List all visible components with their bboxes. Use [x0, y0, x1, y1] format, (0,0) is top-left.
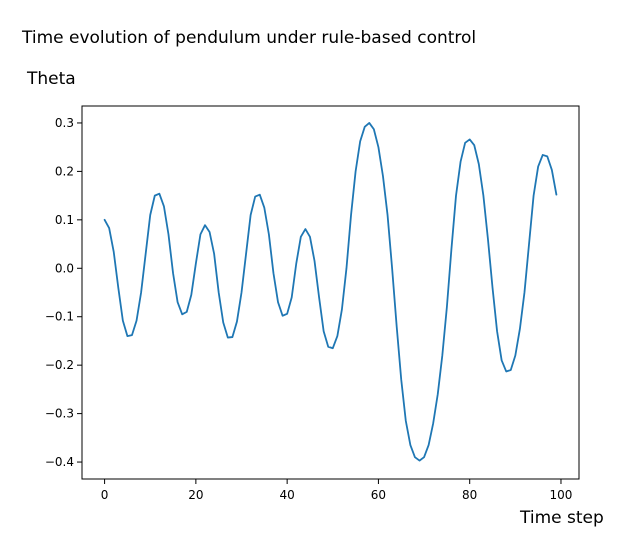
- x-tick-label: 40: [280, 488, 295, 502]
- x-tick-label: 0: [101, 488, 109, 502]
- x-axis-label: Time step: [520, 508, 604, 528]
- chart-title: Time evolution of pendulum under rule-ba…: [22, 28, 477, 48]
- y-tick-label: −0.3: [45, 407, 74, 421]
- y-tick-label: 0.0: [55, 261, 74, 275]
- y-tick-label: −0.1: [45, 310, 74, 324]
- x-tick-label: 20: [188, 488, 203, 502]
- y-tick-label: −0.4: [45, 455, 74, 469]
- y-tick-label: −0.2: [45, 358, 74, 372]
- x-tick-label: 80: [462, 488, 477, 502]
- y-tick-label: 0.3: [55, 116, 74, 130]
- y-tick-label: 0.2: [55, 164, 74, 178]
- y-tick-label: 0.1: [55, 213, 74, 227]
- x-tick-label: 60: [371, 488, 386, 502]
- axis-ticks: 0 20 40 60 80 100 0.3 0.2 0.1 0.0 −0.1 −0.2 −0.3 −0.4: [45, 116, 573, 502]
- x-tick-label: 100: [550, 488, 573, 502]
- y-axis-label: Theta: [27, 69, 76, 89]
- axes-frame: [81, 105, 580, 480]
- theta-series-line: [103, 122, 558, 462]
- series-lines: [103, 122, 558, 462]
